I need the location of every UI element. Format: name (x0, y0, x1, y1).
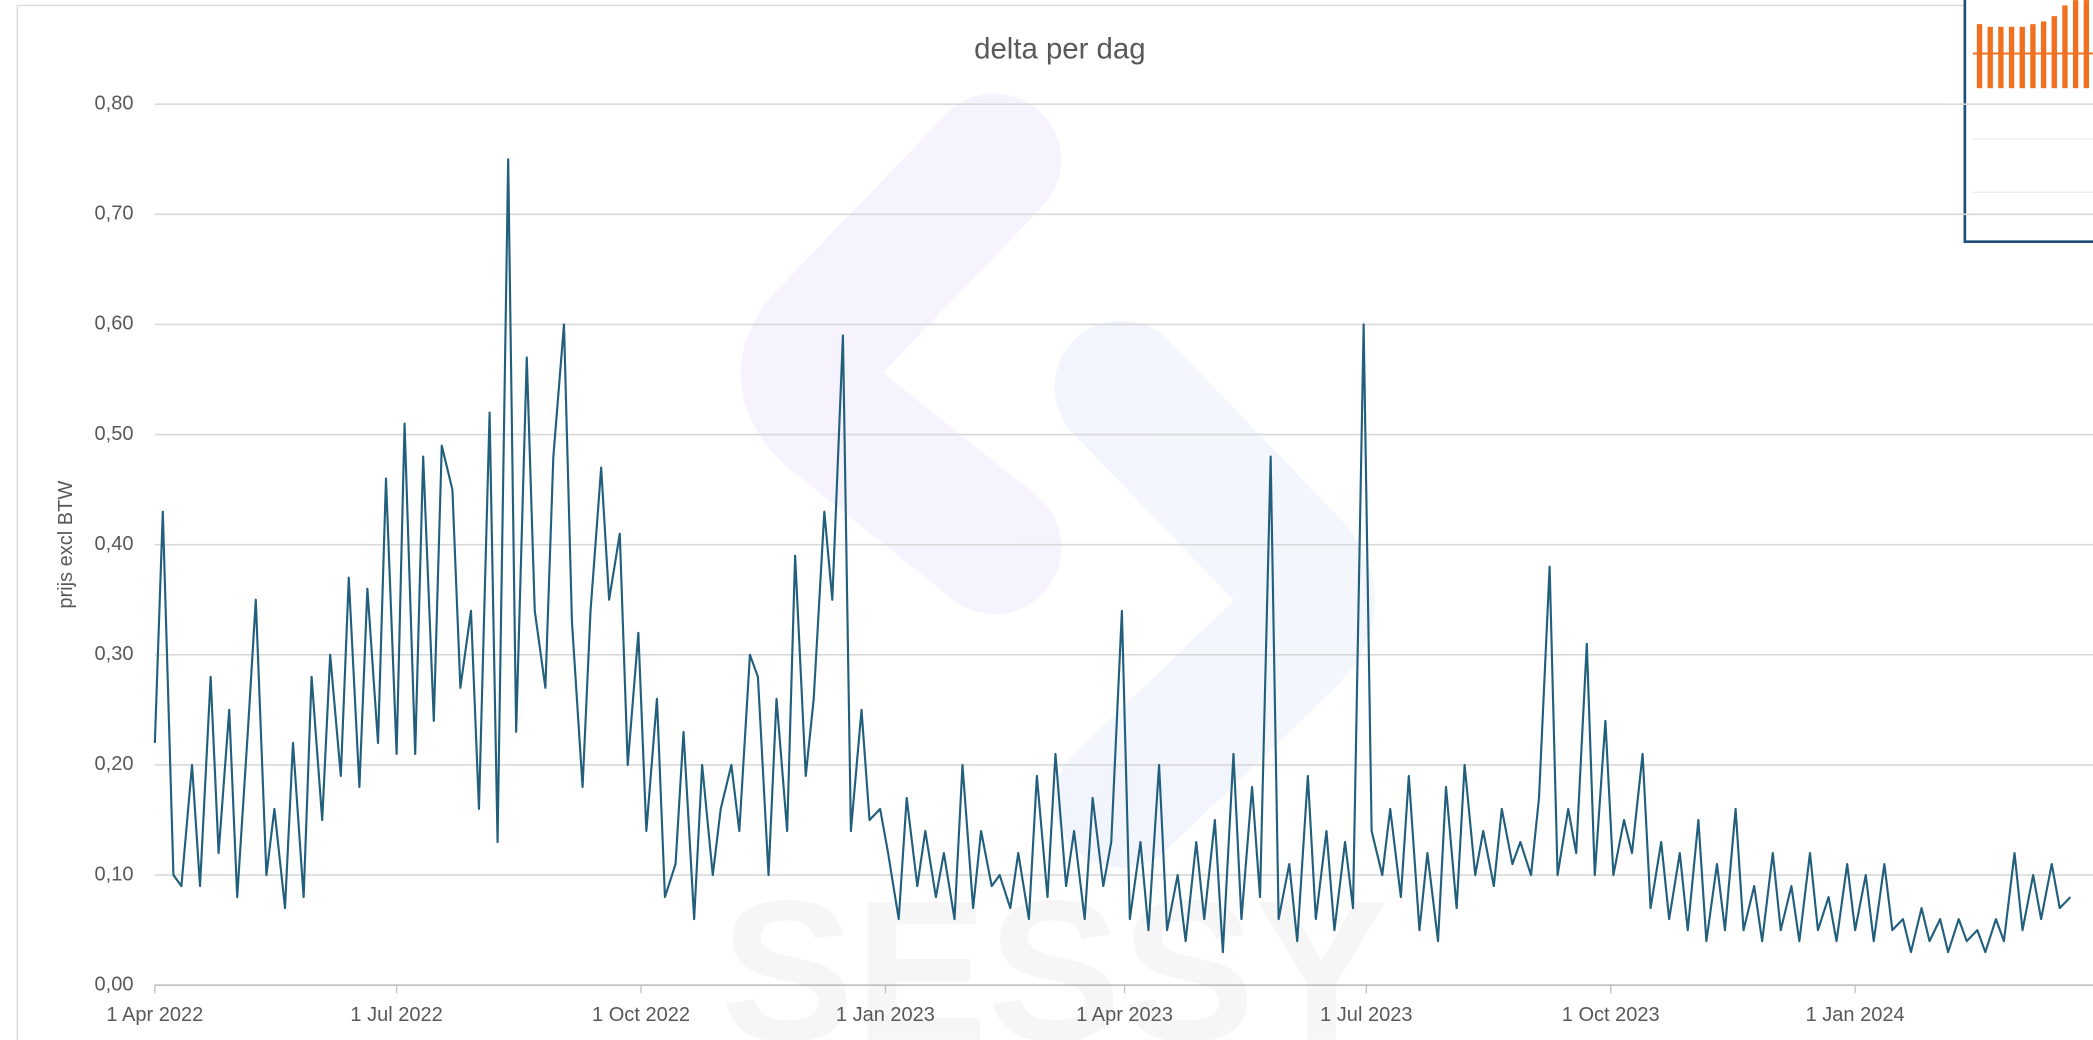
y-tick-label: 0,00 (95, 973, 134, 995)
watermark: SESSY (721, 93, 1389, 1040)
x-tick-label: 1 Oct 2022 (592, 1004, 690, 1026)
chart-frame (16, 4, 2093, 1040)
chart-title: delta per dag (974, 33, 1145, 66)
y-tick-label: 0,80 (95, 92, 134, 114)
x-tick-label: 1 Oct 2023 (1562, 1004, 1660, 1026)
x-tick-label: 1 Jan 2023 (836, 1004, 935, 1026)
y-tick-label: 0,50 (95, 423, 134, 445)
y-tick-label: 0,10 (95, 863, 134, 885)
svg-text:SESSY: SESSY (721, 860, 1389, 1040)
y-tick-label: 0,40 (95, 533, 134, 555)
data-line (153, 158, 2072, 954)
y-tick-label: 0,30 (95, 643, 134, 665)
y-tick-label: 0,20 (95, 753, 134, 775)
y-tick-label: 0,60 (95, 313, 134, 335)
x-tick-label: 1 Jul 2023 (1320, 1004, 1412, 1026)
y-axis-label: prijs excl BTW (55, 481, 77, 609)
side-widget (1963, 0, 2093, 244)
x-tick-label: 1 Apr 2022 (106, 1004, 203, 1026)
x-tick-label: 1 Jul 2022 (350, 1004, 442, 1026)
x-tick-label: 1 Jan 2024 (1806, 1004, 1905, 1026)
y-tick-label: 0,70 (95, 203, 134, 225)
x-tick-label: 1 Apr 2023 (1076, 1004, 1173, 1026)
